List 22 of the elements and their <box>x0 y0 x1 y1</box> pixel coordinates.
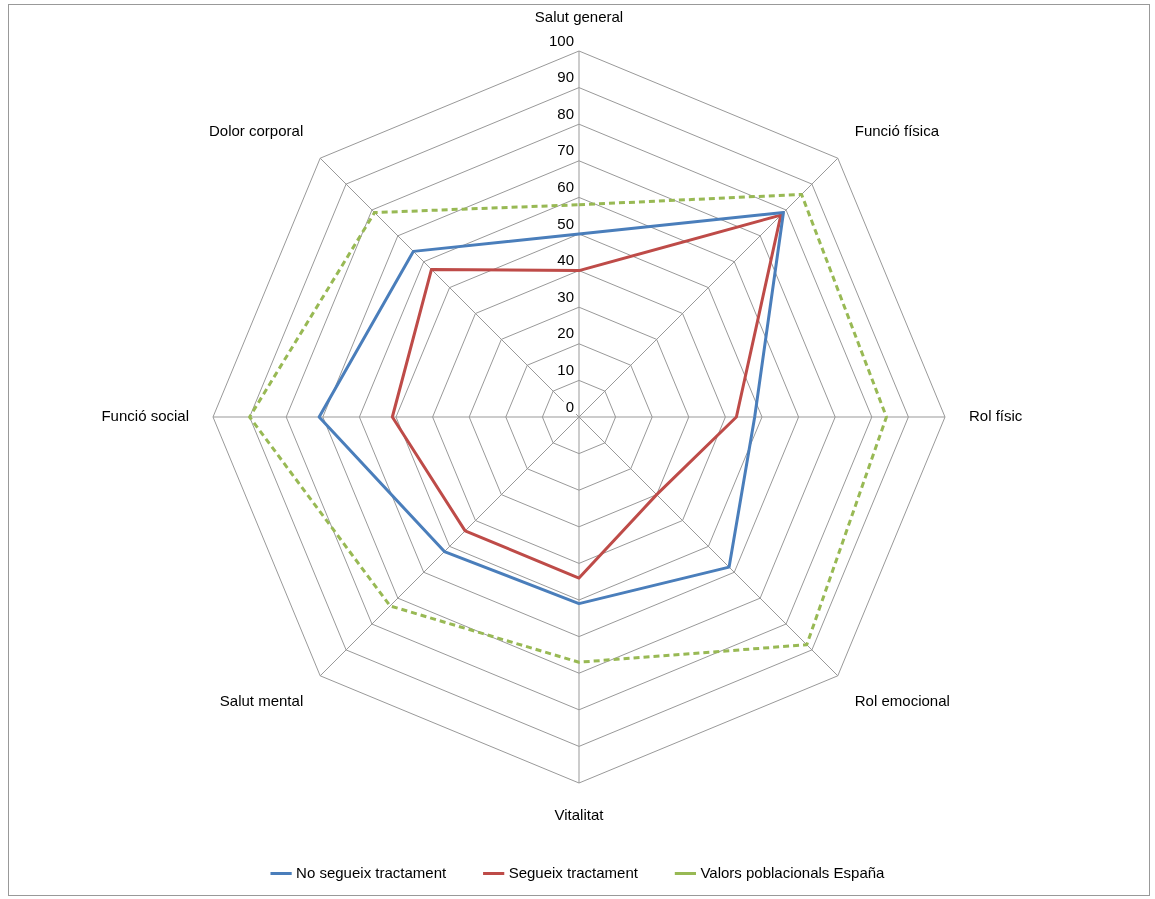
y-tick-label: 20 <box>557 324 574 342</box>
spoke-label: Funció física <box>854 122 940 140</box>
spoke-label: Dolor corporal <box>209 122 304 140</box>
legend-label: Valors poblacionals España <box>700 863 886 881</box>
spoke-label: Funció social <box>101 407 189 425</box>
spoke-label: Rol físic <box>969 407 1023 425</box>
y-tick-label: 60 <box>557 178 574 196</box>
legend-label: Segueix tractament <box>508 863 639 881</box>
y-tick-label: 70 <box>557 141 574 159</box>
y-tick-label: 100 <box>548 31 574 49</box>
y-tick-label: 10 <box>557 361 574 379</box>
spoke-label: Salut mental <box>219 691 304 709</box>
y-tick-label: 80 <box>557 104 574 122</box>
spoke-label: Vitalitat <box>554 806 605 824</box>
y-tick-label: 30 <box>557 287 574 305</box>
y-tick-label: 90 <box>557 68 574 86</box>
y-tick-label: 40 <box>557 251 574 269</box>
y-tick-label: 0 <box>565 397 574 415</box>
y-tick-label: 50 <box>557 214 574 232</box>
legend-label: No segueix tractament <box>296 863 447 881</box>
spoke-label: Salut general <box>534 8 624 26</box>
spoke-label: Rol emocional <box>854 691 950 709</box>
